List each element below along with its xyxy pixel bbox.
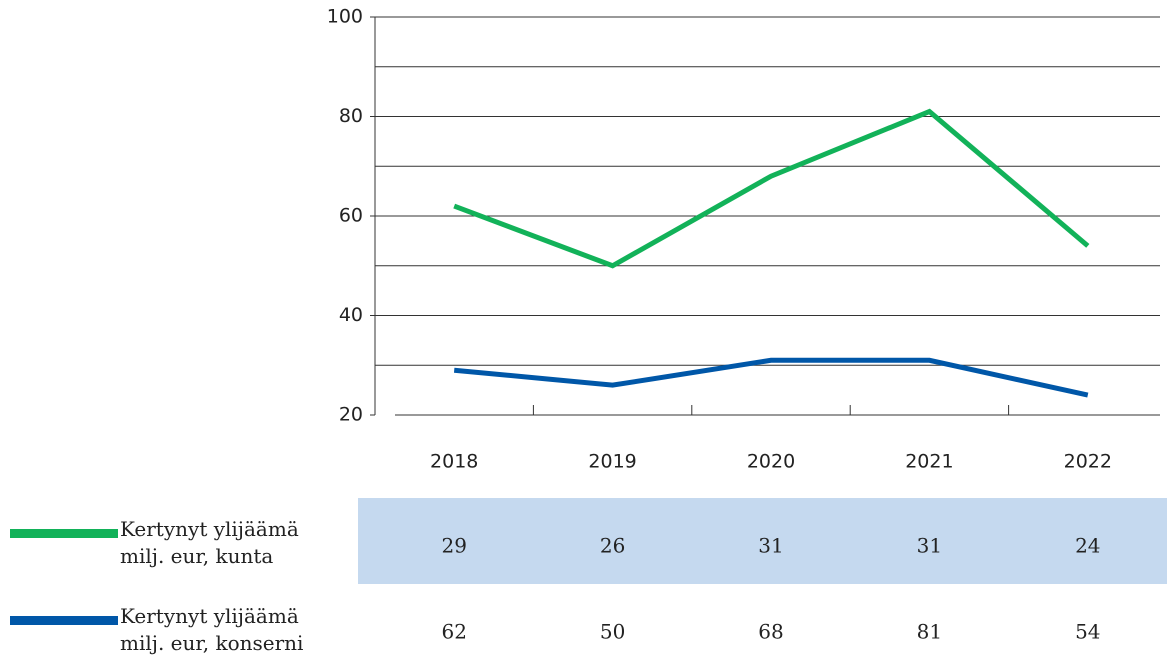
x-tick-label: 2022 xyxy=(1064,451,1112,473)
table-value: 50 xyxy=(600,620,625,644)
table-value: 81 xyxy=(917,620,942,644)
table-value: 24 xyxy=(1075,534,1100,558)
table-value: 31 xyxy=(758,534,783,558)
y-tick-label: 60 xyxy=(339,205,363,227)
y-tick-label: 80 xyxy=(339,105,363,127)
x-tick-label: 2018 xyxy=(430,451,478,473)
series-line xyxy=(453,108,1090,269)
series-line xyxy=(453,357,1089,398)
table-value: 68 xyxy=(758,620,783,644)
legend-swatch xyxy=(10,529,118,538)
x-tick-label: 2020 xyxy=(747,451,795,473)
legend-swatch xyxy=(10,616,118,625)
y-tick-label: 40 xyxy=(339,304,363,326)
x-tick-label: 2021 xyxy=(905,451,953,473)
table-value: 29 xyxy=(441,534,466,558)
table-value: 26 xyxy=(600,534,625,558)
legend-label: Kertynyt ylijäämä milj. eur, konserni xyxy=(120,604,304,655)
y-tick-label: 100 xyxy=(327,6,363,28)
table-value: 54 xyxy=(1075,620,1100,644)
y-tick-label: 20 xyxy=(339,404,363,426)
x-tick-label: 2019 xyxy=(588,451,636,473)
table-band xyxy=(358,498,1167,584)
legend-label: Kertynyt ylijäämä milj. eur, kunta xyxy=(120,517,299,568)
table-value: 62 xyxy=(441,620,466,644)
table-value: 31 xyxy=(917,534,942,558)
